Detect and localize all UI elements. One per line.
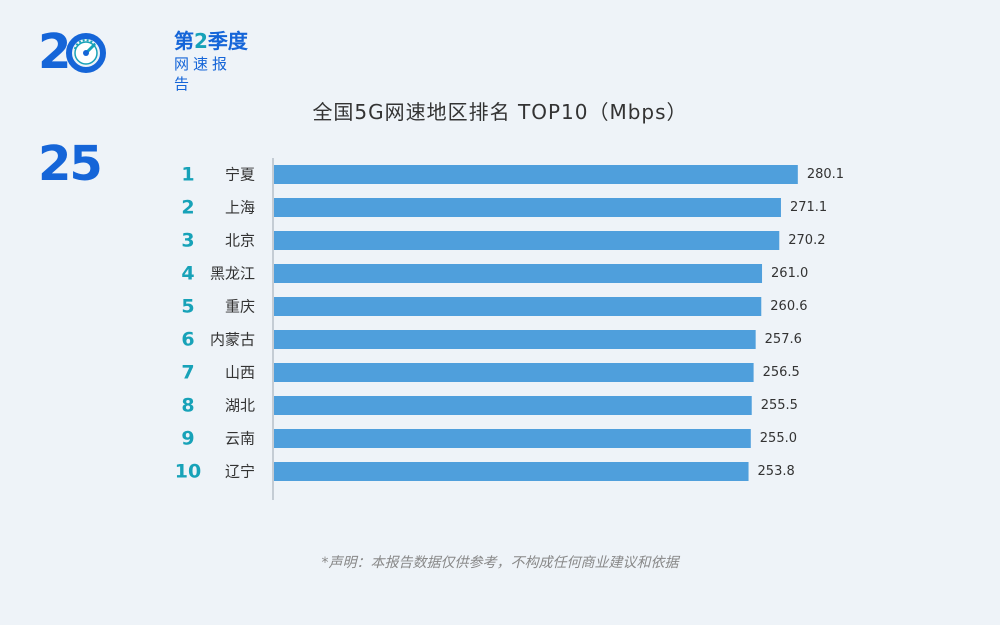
category-label: 内蒙古 — [210, 331, 255, 349]
disclaimer: *声明：本报告数据仅供参考，不构成任何商业建议和依据 — [321, 555, 679, 571]
logo-quarter-prefix: 第 — [174, 29, 194, 53]
logo-subtitle: 网速报告 — [174, 55, 232, 93]
logo-year-right: 25 — [38, 136, 103, 192]
bar — [274, 363, 754, 382]
bar — [274, 165, 798, 184]
value-label: 256.5 — [763, 365, 800, 380]
bar — [274, 297, 762, 316]
rank-label: 6 — [181, 329, 194, 351]
logo-year: 2 25 — [38, 24, 103, 192]
category-label: 北京 — [225, 232, 255, 250]
category-label: 湖北 — [225, 397, 255, 415]
value-label: 255.5 — [761, 398, 798, 413]
chart-title: 全国5G网速地区排名 TOP10（Mbps） — [312, 100, 688, 124]
logo-quarter-number: 2 — [194, 29, 208, 53]
value-label: 270.2 — [788, 233, 825, 248]
value-label: 271.1 — [790, 200, 827, 215]
rank-label: 3 — [181, 230, 194, 252]
logo-text: 第2季度 网速报告 — [174, 28, 248, 94]
category-label: 上海 — [225, 199, 255, 217]
rank-label: 1 — [181, 164, 194, 186]
category-label: 黑龙江 — [210, 265, 255, 283]
rank-label: 10 — [175, 461, 201, 483]
category-label: 辽宁 — [225, 463, 255, 481]
category-label: 宁夏 — [225, 166, 255, 184]
bar-chart: 1 宁夏 280.1 2 上海 271.1 3 北京 270.2 4 黑龙江 261.0 5 重庆 260.… — [175, 158, 844, 500]
value-label: 257.6 — [765, 332, 802, 347]
bar — [274, 462, 749, 481]
bar — [274, 231, 780, 250]
category-label: 山西 — [225, 364, 255, 382]
logo-quarter-suffix: 季度 — [207, 29, 248, 53]
value-label: 260.6 — [770, 299, 807, 314]
value-label: 280.1 — [807, 167, 844, 182]
value-label: 253.8 — [758, 464, 795, 479]
bar — [274, 429, 751, 448]
category-label: 云南 — [225, 430, 255, 448]
value-label: 261.0 — [771, 266, 808, 281]
logo-year-left: 2 — [38, 24, 71, 80]
rank-label: 2 — [181, 197, 194, 219]
rank-label: 7 — [181, 362, 194, 384]
rank-label: 8 — [181, 395, 194, 417]
bar — [274, 264, 763, 283]
rank-label: 9 — [181, 428, 194, 450]
category-label: 重庆 — [225, 298, 255, 316]
bar — [274, 330, 756, 349]
value-label: 255.0 — [760, 431, 797, 446]
logo-quarter: 第2季度 — [174, 28, 248, 54]
rank-label: 5 — [181, 296, 194, 318]
bar — [274, 198, 781, 217]
rank-label: 4 — [181, 263, 194, 285]
speedometer-icon — [66, 33, 106, 73]
bar — [274, 396, 752, 415]
